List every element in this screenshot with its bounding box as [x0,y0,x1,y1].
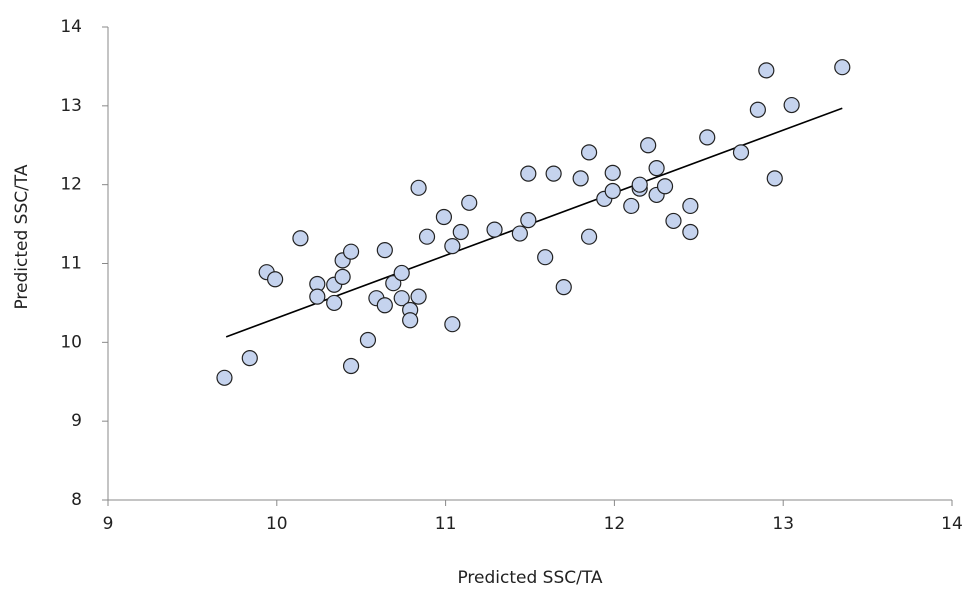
point [410,288,427,305]
point [520,212,537,229]
point [444,238,461,255]
x-tick-label: 12 [604,514,626,534]
x-tick-label: 9 [103,514,114,534]
point [486,221,503,238]
point [604,164,621,181]
point [418,228,436,245]
point [749,101,766,118]
point [545,165,562,182]
point [393,290,410,307]
point [461,194,478,211]
point [511,225,528,242]
point [334,268,351,286]
point [376,241,393,259]
point [623,197,640,215]
x-tick-label: 14 [941,514,963,534]
point [580,144,598,161]
point [604,182,621,200]
x-tick-label: 10 [266,514,288,534]
point [444,316,461,333]
point [435,208,453,226]
point [402,312,419,329]
point [580,228,598,245]
point [267,271,284,288]
point [452,223,469,241]
y-tick-label: 9 [71,411,82,431]
point [631,176,648,193]
x-tick-label: 11 [435,514,457,534]
x-axis-label: Predicted SSC/TA [457,568,602,588]
point [665,212,682,230]
point [342,357,360,375]
y-tick-label: 13 [60,96,82,116]
point [342,243,360,260]
point [393,264,410,282]
point [410,179,427,196]
point [520,165,537,182]
point [555,279,572,296]
point [572,170,589,187]
y-tick-label: 11 [60,254,82,274]
point [216,369,233,386]
point [682,223,699,241]
y-axis-label: Predicted SSC/TA [12,164,32,309]
point [537,249,554,266]
y-tick-label: 12 [60,175,82,195]
y-tick-label: 14 [60,17,82,37]
point [376,297,393,314]
y-tick-label: 10 [60,332,82,352]
point [326,294,343,312]
point [699,129,716,146]
point [783,96,800,114]
point [758,62,775,79]
point [359,331,377,349]
point [766,170,783,187]
point [640,137,657,154]
point [241,350,258,367]
point [309,288,326,305]
point [292,230,309,247]
point [656,178,674,195]
point [648,160,665,177]
point [682,197,699,215]
y-tick-label: 8 [71,490,82,510]
x-tick-label: 13 [772,514,794,534]
point [834,59,851,76]
point [732,144,750,161]
